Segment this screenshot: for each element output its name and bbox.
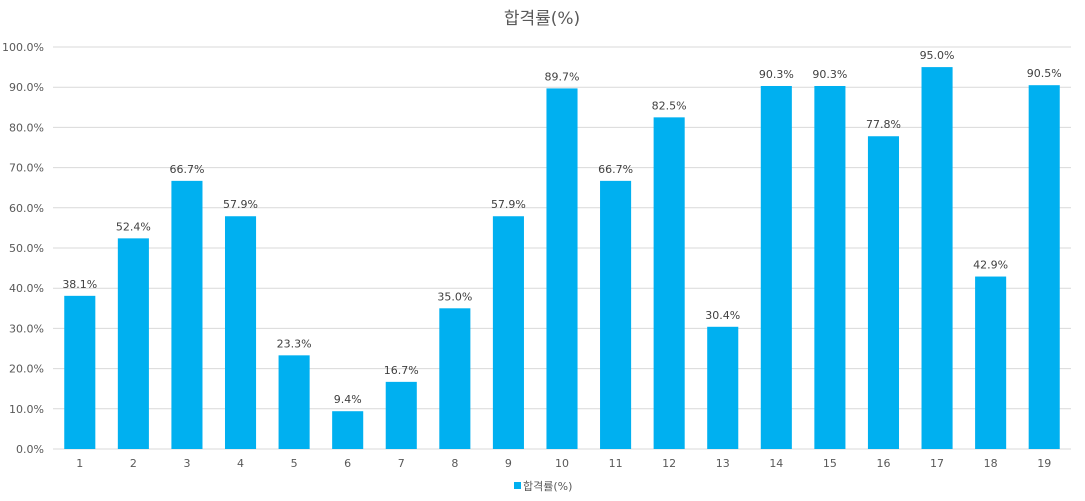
x-tick-label: 16: [876, 457, 890, 470]
data-label: 23.3%: [277, 337, 312, 350]
y-tick-label: 30.0%: [9, 322, 44, 335]
bar-series: [64, 67, 1060, 449]
y-tick-label: 20.0%: [9, 363, 44, 376]
bar: [921, 67, 953, 449]
chart-title: 합격률(%): [504, 9, 580, 29]
data-label: 66.7%: [169, 163, 204, 176]
x-tick-label: 10: [555, 457, 569, 470]
data-label: 90.3%: [812, 68, 847, 81]
legend-label: 합격률(%): [523, 480, 572, 493]
bar: [385, 381, 417, 449]
bar: [492, 216, 524, 449]
x-tick-label: 19: [1037, 457, 1051, 470]
bar: [707, 326, 739, 449]
x-tick-label: 4: [237, 457, 244, 470]
y-tick-label: 70.0%: [9, 162, 44, 175]
bar: [64, 295, 96, 449]
data-label: 9.4%: [334, 393, 362, 406]
data-label: 52.4%: [116, 220, 151, 233]
x-tick-label: 5: [291, 457, 298, 470]
x-tick-label: 8: [451, 457, 458, 470]
y-axis: 0.0% 10.0% 20.0% 30.0% 40.0% 50.0% 60.0% 70.0% 8…: [2, 41, 44, 456]
bar: [117, 238, 149, 449]
legend-swatch: [514, 482, 521, 489]
data-label: 35.0%: [437, 290, 472, 303]
y-tick-label: 0.0%: [16, 443, 44, 456]
y-tick-label: 40.0%: [9, 282, 44, 295]
data-label: 82.5%: [652, 99, 687, 112]
bar: [224, 216, 257, 449]
data-label: 30.4%: [705, 309, 740, 322]
y-tick-label: 60.0%: [9, 202, 44, 215]
data-label: 90.3%: [759, 68, 794, 81]
data-label: 90.5%: [1027, 67, 1062, 80]
data-label: 57.9%: [223, 198, 258, 211]
x-tick-label: 7: [398, 457, 405, 470]
bar: [439, 308, 471, 449]
bar: [332, 411, 364, 449]
data-label: 38.1%: [62, 278, 97, 291]
legend: 합격률(%): [514, 480, 572, 493]
data-labels: 38.1% 52.4% 66.7% 57.9% 23.3% 9.4% 16.7% 35.0% 5…: [62, 49, 1061, 406]
y-tick-label: 80.0%: [9, 121, 44, 134]
bar: [171, 180, 203, 449]
bar: [546, 88, 578, 449]
data-label: 57.9%: [491, 198, 526, 211]
x-tick-label: 18: [984, 457, 998, 470]
x-tick-label: 1: [76, 457, 83, 470]
bar: [867, 136, 900, 449]
y-tick-label: 100.0%: [2, 41, 44, 54]
data-label: 16.7%: [384, 364, 419, 377]
bar: [278, 355, 310, 449]
y-tick-label: 50.0%: [9, 242, 44, 255]
x-tick-label: 2: [130, 457, 137, 470]
x-tick-label: 17: [930, 457, 944, 470]
x-tick-label: 14: [769, 457, 783, 470]
x-tick-label: 13: [716, 457, 730, 470]
y-tick-label: 90.0%: [9, 81, 44, 94]
x-tick-label: 15: [823, 457, 837, 470]
data-label: 95.0%: [920, 49, 955, 62]
x-tick-label: 11: [609, 457, 623, 470]
x-axis: 1 2 3 4 5 6 7 8 9 10 11 12 13 14 15 16 17 18 19: [76, 457, 1051, 470]
bar: [760, 85, 792, 449]
bar: [653, 117, 685, 449]
x-tick-label: 9: [505, 457, 512, 470]
bar: [814, 85, 846, 449]
data-label: 42.9%: [973, 259, 1008, 272]
data-label: 66.7%: [598, 163, 633, 176]
data-label: 89.7%: [545, 70, 580, 83]
data-label: 77.8%: [866, 118, 901, 131]
bar: [1028, 85, 1060, 449]
x-tick-label: 6: [344, 457, 351, 470]
x-tick-label: 12: [662, 457, 676, 470]
bar: [600, 180, 632, 449]
bar: [975, 276, 1007, 449]
x-tick-label: 3: [183, 457, 190, 470]
y-tick-label: 10.0%: [9, 403, 44, 416]
